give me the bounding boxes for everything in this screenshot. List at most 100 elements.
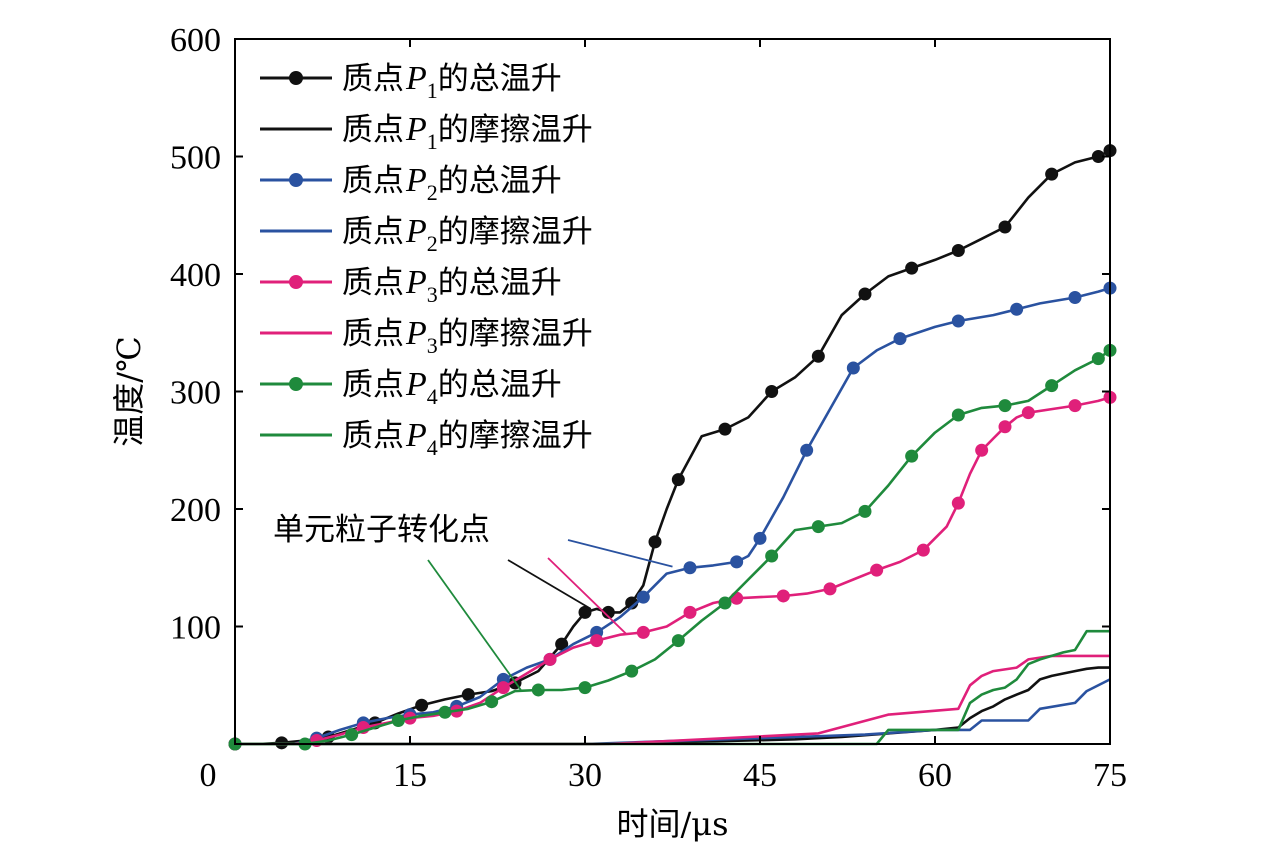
x-tick-label: 15 — [393, 757, 427, 794]
data-point — [951, 408, 965, 422]
data-point — [461, 688, 475, 702]
legend-prefix: 质点 — [342, 112, 404, 148]
legend-swatch-marker — [289, 377, 303, 391]
legend-label: 质点P2的总温升 — [342, 162, 562, 205]
legend-swatch-marker — [289, 71, 303, 85]
legend-var: P — [405, 264, 427, 301]
y-tick-label: 600 — [170, 22, 221, 59]
series-line — [235, 666, 1110, 746]
data-point — [765, 385, 779, 398]
data-point — [823, 582, 837, 596]
data-point — [578, 605, 592, 619]
data-point — [1091, 352, 1105, 366]
data-point — [800, 443, 814, 457]
y-tick-label: 200 — [170, 492, 221, 529]
x-tick-label: 30 — [568, 757, 602, 794]
legend-label: 质点P4的总温升 — [342, 366, 562, 409]
legend-entry: 质点P4的总温升 — [260, 366, 562, 409]
legend-var: P — [405, 315, 427, 352]
y-tick-label: 500 — [170, 140, 221, 177]
data-point — [951, 314, 965, 328]
x-tick-label: 0 — [200, 757, 217, 794]
y-tick-label: 100 — [170, 610, 221, 647]
legend-prefix: 质点 — [342, 163, 404, 199]
series-P3-friction — [235, 654, 1110, 746]
data-point — [601, 605, 615, 619]
data-point — [1010, 302, 1024, 316]
data-point — [975, 443, 989, 457]
data-point — [765, 549, 779, 563]
data-point — [415, 698, 429, 712]
legend-var: P — [405, 162, 427, 199]
x-axis-title: 时间/μs — [616, 805, 728, 843]
legend-prefix: 质点 — [342, 265, 404, 301]
data-point — [870, 563, 884, 577]
data-point — [543, 652, 557, 666]
legend-prefix: 质点 — [342, 418, 404, 454]
legend-label: 质点P1的总温升 — [342, 60, 562, 103]
data-point — [951, 496, 965, 510]
legend-entry: 质点P4的摩擦温升 — [260, 417, 593, 460]
data-point — [1091, 150, 1105, 163]
legend-suffix: 的摩擦温升 — [438, 316, 593, 352]
legend-var: P — [405, 366, 427, 403]
y-axis-title: 温度/℃ — [110, 336, 148, 447]
data-point — [636, 590, 650, 604]
legend-var: P — [405, 111, 427, 148]
legend-entry: 质点P3的总温升 — [260, 264, 562, 307]
legend-sub: 2 — [427, 231, 438, 256]
data-point — [590, 634, 604, 648]
legend-var: P — [405, 213, 427, 250]
data-point — [718, 596, 732, 610]
legend-swatch-marker — [289, 173, 303, 187]
data-point — [1045, 379, 1059, 393]
legend-prefix: 质点 — [342, 367, 404, 403]
data-point — [998, 420, 1012, 434]
data-point — [1068, 291, 1082, 304]
data-point — [916, 543, 930, 557]
data-point — [531, 683, 545, 697]
legend-sub: 2 — [427, 180, 438, 205]
legend-suffix: 的摩擦温升 — [438, 214, 593, 250]
legend-entry: 质点P1的总温升 — [260, 60, 562, 103]
legend-sub: 4 — [427, 435, 438, 460]
data-point — [776, 589, 790, 603]
data-point — [811, 520, 825, 534]
legend-entry: 质点P3的摩擦温升 — [260, 315, 593, 358]
legend-sub: 1 — [427, 129, 438, 154]
annotation-layer: 单元粒子转化点 — [273, 512, 673, 691]
legend-entry: 质点P2的摩擦温升 — [260, 213, 593, 256]
legend-sub: 3 — [427, 282, 438, 307]
legend-label: 质点P1的摩擦温升 — [342, 111, 593, 154]
data-point — [671, 634, 685, 648]
data-point — [485, 695, 499, 709]
data-point — [578, 681, 592, 695]
data-point — [998, 399, 1012, 413]
legend-sub: 4 — [427, 384, 438, 409]
legend-sub: 3 — [427, 333, 438, 358]
series-P1-friction — [235, 666, 1110, 746]
data-point — [391, 714, 405, 727]
data-point — [683, 561, 697, 575]
legend-suffix: 的摩擦温升 — [438, 418, 593, 454]
annotation-arrow — [427, 559, 522, 691]
annotation-arrow — [507, 559, 592, 610]
annotation-arrow — [567, 539, 673, 568]
annotation-arrow — [547, 557, 627, 635]
legend-prefix: 质点 — [342, 214, 404, 250]
legend-suffix: 的摩擦温升 — [438, 112, 593, 148]
series-line — [235, 629, 1110, 746]
data-point — [648, 535, 662, 549]
data-point — [683, 605, 697, 619]
data-point — [1021, 406, 1035, 420]
axes: 0 15 30 45 60 75 100 200 300 400 500 600 时间/μs 温度/℃ — [110, 22, 1127, 843]
series-P4-total — [228, 343, 1117, 751]
legend: 质点P1的总温升质点P1的摩擦温升质点P2的总温升质点P2的摩擦温升质点P3的总… — [260, 60, 593, 460]
data-point — [1045, 167, 1059, 181]
data-point — [625, 664, 639, 678]
data-point — [496, 681, 510, 695]
x-tick-label: 45 — [743, 757, 777, 794]
legend-label: 质点P3的总温升 — [342, 264, 562, 307]
data-point — [438, 705, 452, 719]
